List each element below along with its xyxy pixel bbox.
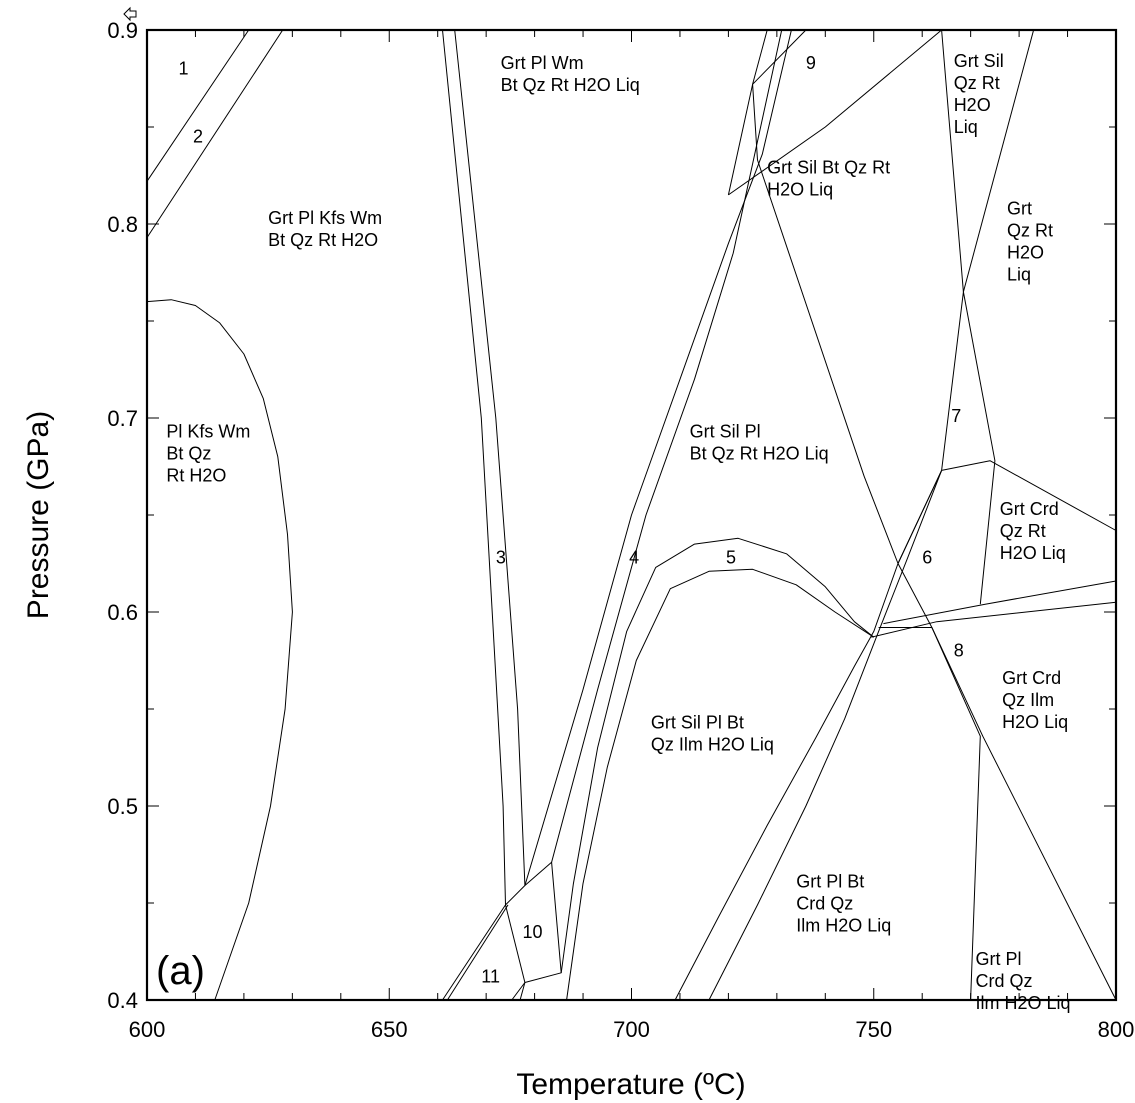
field-label: Grt Pl Bt Crd Qz Ilm H2O Liq [796, 871, 891, 935]
field-label: 8 [954, 641, 964, 661]
y-axis-label: Pressure (GPa) [22, 411, 55, 619]
phase-boundary-17 [752, 29, 933, 628]
field-label: Grt Pl Wm Bt Qz Rt H2O Liq [501, 53, 640, 95]
x-tick-label: 750 [855, 1017, 892, 1042]
field-label: Grt Sil Qz Rt H2O Liq [954, 51, 1004, 137]
phase-boundary-7 [442, 904, 526, 1001]
x-tick-label: 650 [371, 1017, 408, 1042]
x-axis-label: Temperature (ºC) [516, 1068, 745, 1101]
plot-frame [145, 28, 1118, 1002]
field-labels: 1 2 Grt Pl Kfs Wm Bt Qz Rt H2O Pl Kfs Wm Bt Q… [166, 51, 1070, 1013]
field-label: 4 [629, 548, 639, 568]
phase-boundary-18 [931, 627, 1117, 1001]
field-label: Grt Sil Pl Bt Qz Rt H2O Liq [690, 421, 829, 463]
cursor-icon [123, 6, 137, 22]
x-tick-label: 600 [129, 1017, 166, 1042]
field-label: 3 [496, 548, 506, 568]
phase-boundary-23 [897, 291, 996, 605]
phase-boundary-19 [878, 627, 981, 1001]
field-label: 2 [193, 127, 203, 147]
y-tick-label: 0.9 [107, 18, 138, 43]
tick-labels: 600 650 700 750 800 0.4 0.5 0.6 0.7 0.8 0.9 [107, 18, 1134, 1042]
field-label: Grt Crd Qz Ilm H2O Liq [1002, 668, 1068, 732]
phase-boundary-6 [505, 861, 562, 1001]
phase-boundary-2 [146, 29, 284, 238]
field-label: Grt Pl Crd Qz Ilm H2O Liq [975, 949, 1070, 1013]
phase-boundary-11 [560, 537, 875, 973]
field-label: 10 [522, 922, 542, 942]
field-label: Grt Crd Qz Rt H2O Liq [1000, 499, 1066, 563]
y-tick-label: 0.8 [107, 212, 138, 237]
phase-boundary-20 [871, 601, 1117, 638]
phase-boundary-24 [941, 29, 964, 292]
field-label: 1 [178, 59, 188, 79]
phase-boundary-9 [524, 29, 792, 886]
phase-boundary-22 [941, 460, 1117, 531]
phase-boundary-1 [146, 29, 250, 182]
phase-boundary-10 [551, 29, 783, 863]
field-label: 5 [726, 548, 736, 568]
field-label: 7 [951, 406, 961, 426]
phase-boundary-16 [728, 29, 942, 196]
phase-boundary-3 [146, 299, 293, 1001]
field-label: Grt Sil Pl Bt Qz Ilm H2O Liq [651, 712, 774, 754]
y-tick-label: 0.6 [107, 600, 138, 625]
y-tick-label: 0.5 [107, 794, 138, 819]
field-label: Grt Qz Rt H2O Liq [1007, 198, 1053, 284]
phase-boundary-5 [454, 29, 526, 886]
phase-boundary-8 [446, 904, 509, 1001]
x-tick-label: 700 [613, 1017, 650, 1042]
field-label: Grt Sil Bt Qz Rt H2O Liq [767, 158, 890, 200]
field-label: 11 [481, 967, 500, 987]
phase-boundary-13 [674, 470, 943, 1001]
y-tick-label: 0.7 [107, 406, 138, 431]
field-label: 6 [922, 548, 932, 568]
y-tick-label: 0.4 [107, 988, 138, 1013]
phase-boundary-12 [566, 568, 875, 1001]
phase-boundary-21 [883, 580, 1117, 625]
field-label: 9 [806, 53, 816, 73]
field-label: Pl Kfs Wm Bt Qz Rt H2O [166, 421, 250, 485]
panel-label: (a) [156, 949, 205, 993]
phase-boundary-4 [442, 29, 506, 905]
field-label: Grt Pl Kfs Wm Bt Qz Rt H2O [268, 208, 382, 250]
phase-boundaries [146, 29, 1117, 1001]
x-tick-label: 800 [1098, 1017, 1135, 1042]
phase-boundary-25 [962, 29, 1035, 293]
phase-boundary-14 [708, 470, 943, 1001]
